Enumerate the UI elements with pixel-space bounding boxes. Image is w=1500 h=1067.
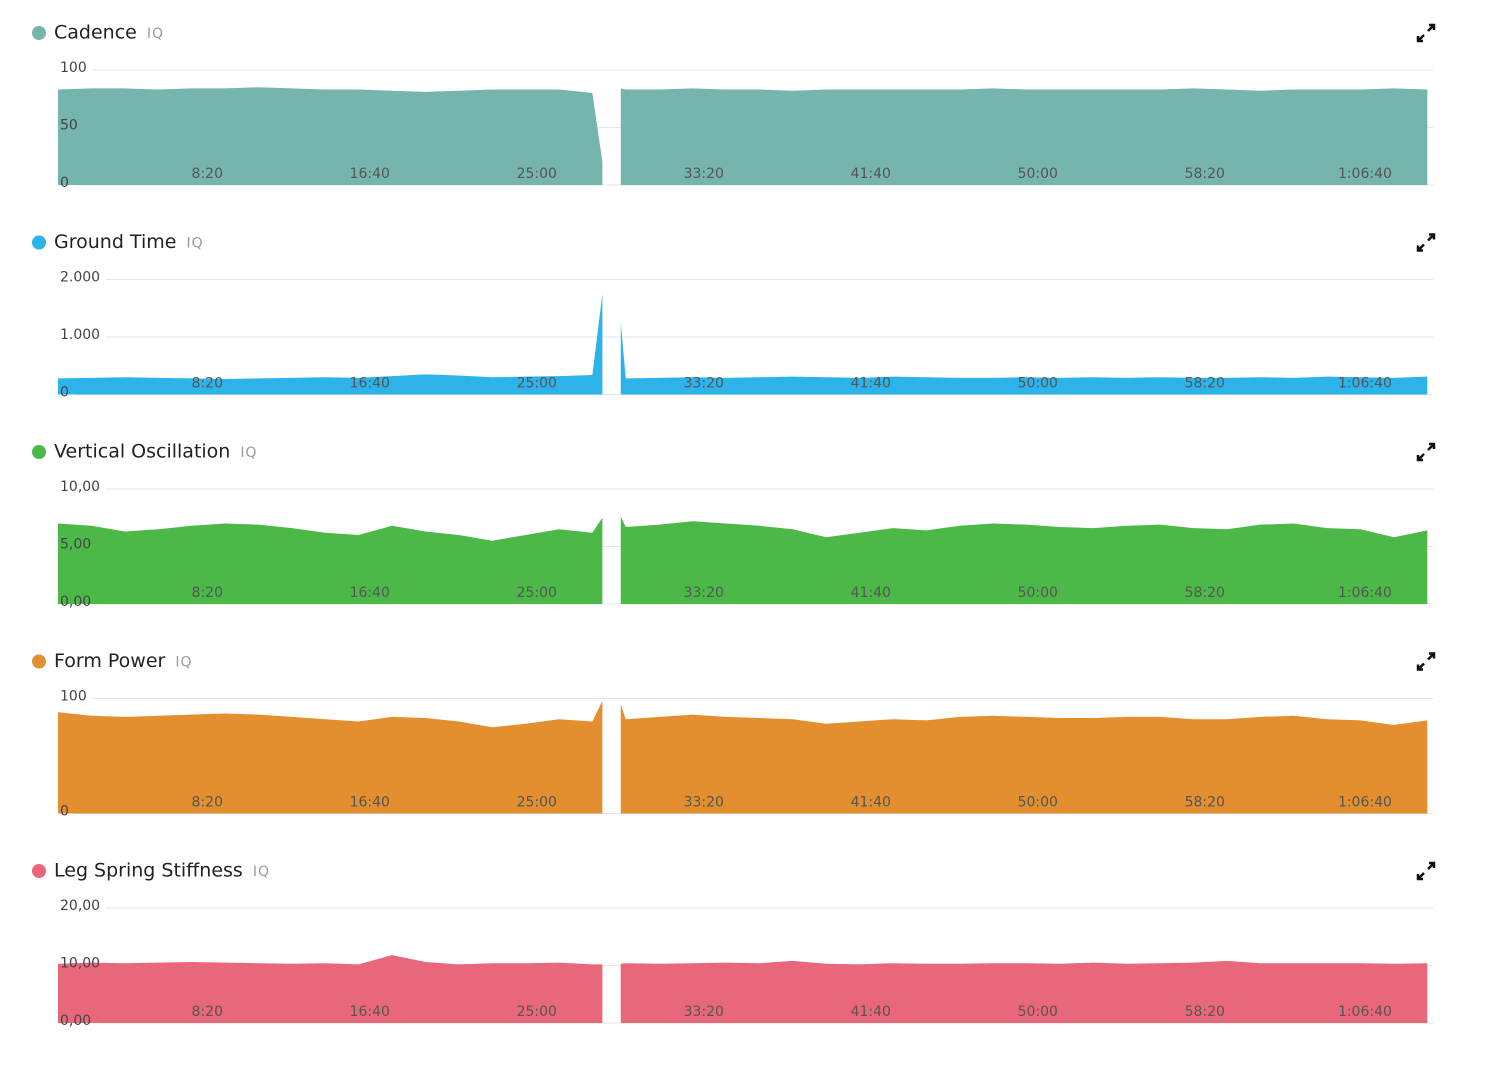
expand-icon[interactable] <box>1416 23 1436 43</box>
y-tick-label: 1.000 <box>60 327 100 343</box>
x-tick-label: 41:40 <box>851 376 891 392</box>
chart-panel: Cadence IQ 0 50 100 8:20 16:40 25:00 33:20 41:40 5… <box>32 22 1436 191</box>
expand-icon[interactable] <box>1416 861 1436 881</box>
x-tick-label: 8:20 <box>192 166 223 182</box>
chart-title: Leg Spring Stiffness <box>54 860 243 882</box>
y-tick-label: 0 <box>60 385 69 401</box>
y-tick-label: 5,00 <box>60 537 91 553</box>
badge: IQ <box>186 236 203 252</box>
area <box>58 955 1428 1023</box>
chart-title: Cadence <box>54 22 137 44</box>
chart-title: Ground Time <box>54 231 176 253</box>
y-tick-label: 0 <box>60 175 69 191</box>
x-tick-label: 50:00 <box>1018 585 1058 601</box>
x-tick-label: 8:20 <box>192 376 223 392</box>
x-tick-label: 16:40 <box>350 795 390 811</box>
area <box>58 293 1428 395</box>
y-tick-label: 10,00 <box>60 956 100 972</box>
legend-dot <box>32 26 46 40</box>
x-tick-label: 16:40 <box>350 585 390 601</box>
x-tick-label: 8:20 <box>192 585 223 601</box>
x-tick-label: 33:20 <box>684 795 724 811</box>
area <box>58 516 1428 604</box>
chart-panel: Leg Spring Stiffness IQ 0,00 10,00 20,00 8:20… <box>32 860 1436 1029</box>
area <box>58 700 1428 814</box>
chart-panel: Vertical Oscillation IQ 0,00 5,00 10,00 8:20 1… <box>32 441 1436 610</box>
x-tick-label: 1:06:40 <box>1338 376 1392 392</box>
x-tick-label: 41:40 <box>851 795 891 811</box>
y-tick-label: 2.000 <box>60 270 100 286</box>
x-tick-label: 41:40 <box>851 585 891 601</box>
x-tick-label: 8:20 <box>192 1004 223 1020</box>
expand-icon[interactable] <box>1416 652 1436 671</box>
x-tick-label: 50:00 <box>1018 166 1058 182</box>
legend-dot <box>32 445 46 459</box>
x-tick-label: 58:20 <box>1185 795 1225 811</box>
badge: IQ <box>253 864 270 880</box>
y-tick-label: 10,00 <box>60 479 100 495</box>
x-tick-label: 33:20 <box>684 166 724 182</box>
y-tick-label: 20,00 <box>60 898 100 914</box>
x-tick-label: 50:00 <box>1018 795 1058 811</box>
y-tick-label: 100 <box>60 60 87 76</box>
chart-title: Vertical Oscillation <box>54 441 230 463</box>
expand-icon[interactable] <box>1416 442 1436 462</box>
x-tick-label: 8:20 <box>192 795 223 811</box>
y-tick-label: 0 <box>60 804 69 820</box>
x-tick-label: 25:00 <box>517 1004 557 1020</box>
x-tick-label: 25:00 <box>517 376 557 392</box>
chart-panel: Ground Time IQ 0 1.000 2.000 8:20 16:40 25:00 33… <box>32 231 1436 401</box>
x-tick-label: 58:20 <box>1185 376 1225 392</box>
legend-dot <box>32 654 46 669</box>
x-tick-label: 1:06:40 <box>1338 585 1392 601</box>
x-tick-label: 1:06:40 <box>1338 1004 1392 1020</box>
x-tick-label: 25:00 <box>517 166 557 182</box>
x-tick-label: 50:00 <box>1018 1004 1058 1020</box>
legend-dot <box>32 864 46 878</box>
x-tick-label: 33:20 <box>684 376 724 392</box>
y-tick-label: 100 <box>60 689 87 705</box>
y-tick-label: 50 <box>60 118 78 134</box>
x-tick-label: 1:06:40 <box>1338 795 1392 811</box>
x-tick-label: 41:40 <box>851 1004 891 1020</box>
badge: IQ <box>175 655 192 671</box>
chart-title: Form Power <box>54 650 166 672</box>
y-tick-label: 0,00 <box>60 594 91 610</box>
chart-panel: Form Power IQ 0 100 8:20 16:40 25:00 33:20 41:40… <box>32 650 1436 820</box>
expand-icon[interactable] <box>1416 233 1436 252</box>
x-tick-label: 1:06:40 <box>1338 166 1392 182</box>
badge: IQ <box>240 445 257 461</box>
x-tick-label: 25:00 <box>517 795 557 811</box>
x-tick-label: 16:40 <box>350 166 390 182</box>
x-tick-label: 16:40 <box>350 376 390 392</box>
x-tick-label: 33:20 <box>684 585 724 601</box>
legend-dot <box>32 235 46 250</box>
x-tick-label: 25:00 <box>517 585 557 601</box>
x-tick-label: 16:40 <box>350 1004 390 1020</box>
x-tick-label: 41:40 <box>851 166 891 182</box>
y-tick-label: 0,00 <box>60 1013 91 1029</box>
x-tick-label: 58:20 <box>1185 166 1225 182</box>
area <box>58 87 1428 185</box>
badge: IQ <box>147 26 164 42</box>
x-tick-label: 50:00 <box>1018 376 1058 392</box>
x-tick-label: 58:20 <box>1185 585 1225 601</box>
x-tick-label: 33:20 <box>684 1004 724 1020</box>
x-tick-label: 58:20 <box>1185 1004 1225 1020</box>
